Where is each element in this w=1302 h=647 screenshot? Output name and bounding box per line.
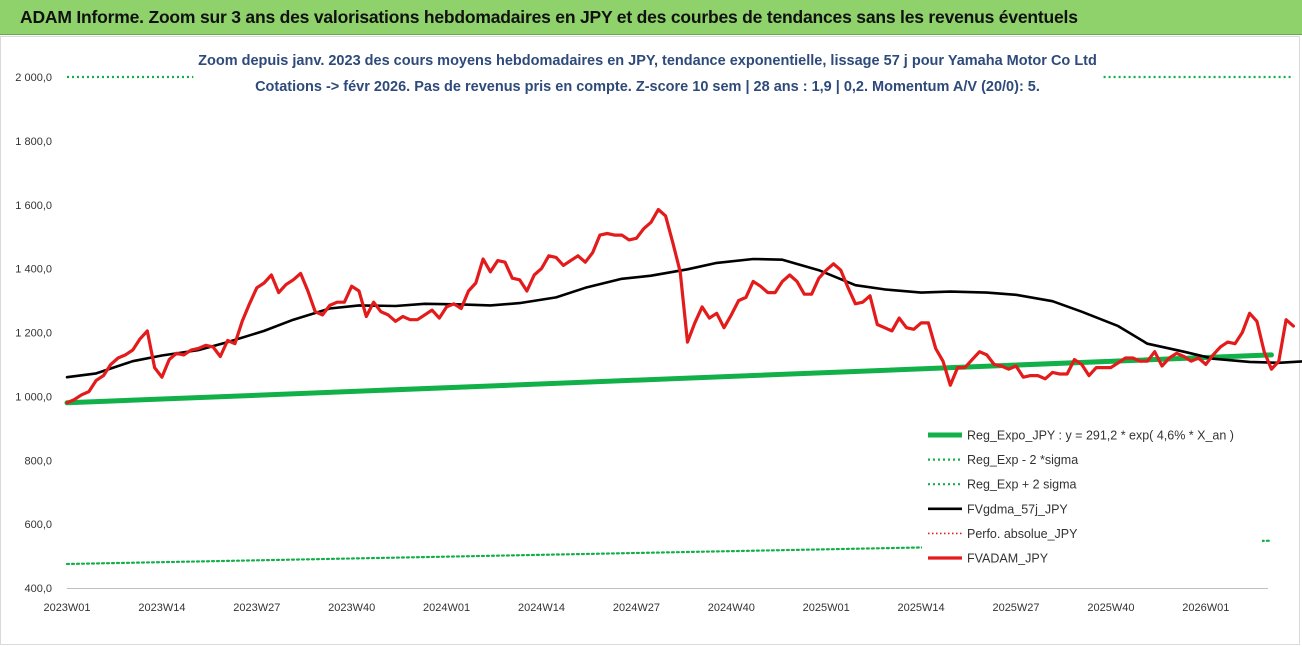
chart-frame xyxy=(0,36,1300,645)
legend-entry: FVgdma_57j_JPY xyxy=(967,502,1068,516)
y-tick-label: 1 000,0 xyxy=(15,391,52,403)
legend-entry: FVADAM_JPY xyxy=(967,552,1049,566)
y-tick-label: 600,0 xyxy=(24,519,52,531)
x-tick-label: 2024W40 xyxy=(708,602,755,614)
legend-entry: Reg_Exp - 2 *sigma xyxy=(967,453,1078,467)
report-title: ADAM Informe. Zoom sur 3 ans des valoris… xyxy=(20,7,1078,27)
x-tick-label: 2023W14 xyxy=(138,602,185,614)
x-tick-label: 2025W40 xyxy=(1087,602,1134,614)
regression-line xyxy=(64,352,1274,406)
x-tick-label: 2024W01 xyxy=(423,602,470,614)
x-tick-label: 2025W01 xyxy=(803,602,850,614)
report-banner: ADAM Informe. Zoom sur 3 ans des valoris… xyxy=(0,0,1302,35)
chart-title: Zoom depuis janv. 2023 des cours moyens … xyxy=(198,53,1097,69)
y-tick-label: 800,0 xyxy=(24,455,52,467)
x-tick-label: 2023W01 xyxy=(43,602,90,614)
price-line xyxy=(65,207,1296,405)
legend-box xyxy=(922,423,1262,583)
x-tick-label: 2024W14 xyxy=(518,602,565,614)
y-tick-label: 400,0 xyxy=(24,583,52,595)
legend-entry: Perfo. absolue_JPY xyxy=(967,527,1078,541)
x-tick-label: 2026W01 xyxy=(1182,602,1229,614)
x-tick-label: 2023W27 xyxy=(233,602,280,614)
y-tick-label: 1 400,0 xyxy=(15,264,52,276)
y-tick-label: 1 600,0 xyxy=(15,200,52,212)
legend-entry: Reg_Exp + 2 sigma xyxy=(967,478,1076,492)
x-tick-label: 2023W40 xyxy=(328,602,375,614)
y-tick-label: 2 000,0 xyxy=(15,72,52,84)
x-tick-label: 2025W14 xyxy=(898,602,945,614)
y-tick-label: 1 200,0 xyxy=(15,328,52,340)
y-tick-label: 1 800,0 xyxy=(15,136,52,148)
legend-entry: Reg_Expo_JPY : y = 291,2 * exp( 4,6% * X… xyxy=(967,429,1234,443)
x-tick-label: 2025W27 xyxy=(992,602,1039,614)
x-tick-label: 2024W27 xyxy=(613,602,660,614)
chart-subtitle: Cotations -> févr 2026. Pas de revenus p… xyxy=(255,79,1040,95)
